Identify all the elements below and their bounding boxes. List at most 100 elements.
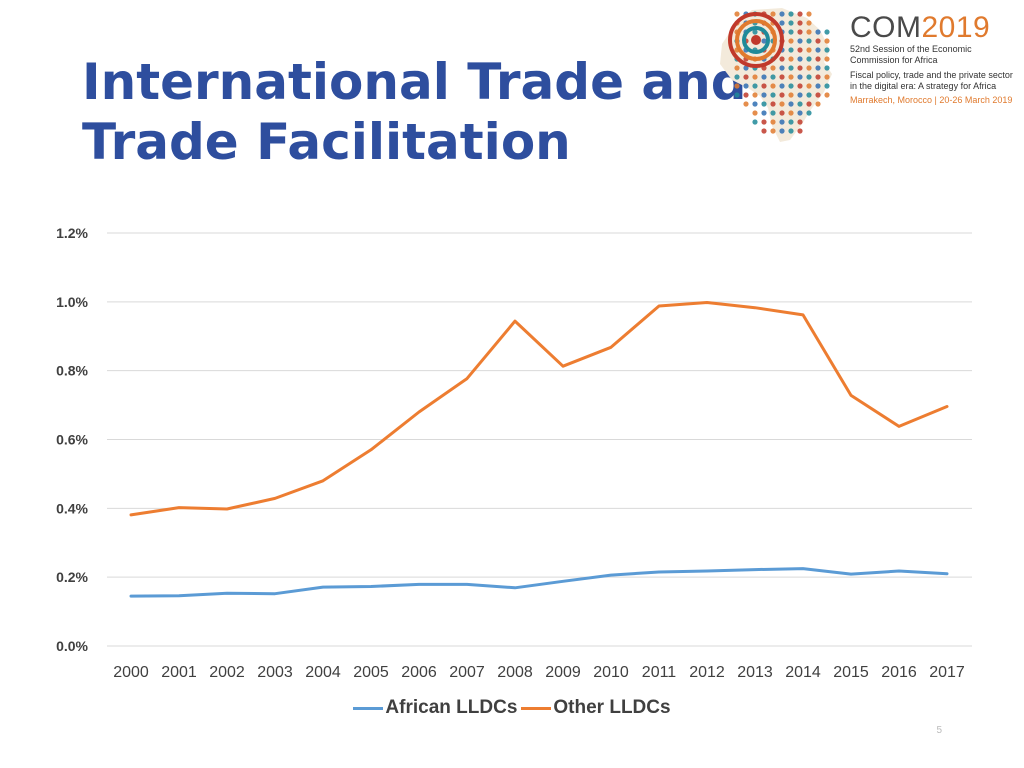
logo-mosaic-dot (761, 101, 767, 107)
logo-mosaic-dot (788, 20, 794, 26)
x-tick-label: 2012 (689, 664, 725, 681)
x-tick-label: 2013 (737, 664, 773, 681)
x-tick-label: 2002 (209, 664, 245, 681)
y-tick-label: 0.6% (56, 432, 88, 448)
legend-swatch-african-lldcs (353, 706, 384, 710)
logo-mosaic-dot (743, 101, 749, 107)
y-tick-label: 0.8% (56, 363, 88, 379)
logo-mosaic-dot (770, 101, 776, 107)
logo-mosaic-dot (779, 128, 785, 134)
logo-mosaic-dot (806, 20, 812, 26)
logo-mosaic-dot (797, 83, 803, 89)
logo-mosaic-dot (770, 110, 776, 116)
logo-mosaic-dot (770, 92, 776, 98)
chart-gridlines (107, 232, 972, 647)
logo-mosaic-dot (752, 119, 758, 125)
logo-theme-line-2: in the digital era: A strategy for Afric… (850, 81, 997, 91)
logo-mosaic-dot (824, 83, 830, 89)
x-tick-label: 2015 (833, 664, 869, 681)
logo-mosaic-dot (815, 38, 821, 44)
logo-mosaic-dot (734, 74, 740, 80)
logo-mosaic-dot (788, 65, 794, 71)
logo-mosaic-dot (761, 128, 767, 134)
legend-swatch-other-lldcs (521, 706, 552, 710)
logo-mosaic-dot (797, 92, 803, 98)
logo-mosaic-dot (797, 11, 803, 17)
logo-mosaic-dot (815, 92, 821, 98)
logo-mosaic-dot (788, 11, 794, 17)
logo-mosaic-dot (788, 101, 794, 107)
logo-mosaic-dot (815, 65, 821, 71)
logo-mosaic-dot (806, 92, 812, 98)
logo-mosaic-dot (779, 119, 785, 125)
logo-theme-line-1: Fiscal policy, trade and the private sec… (850, 70, 1013, 80)
logo-mosaic-dot (752, 110, 758, 116)
logo-mosaic-dot (779, 56, 785, 62)
x-tick-label: 2011 (642, 664, 677, 681)
logo-mosaic-dot (743, 74, 749, 80)
logo-brand-com: COM (850, 11, 922, 44)
x-tick-label: 2009 (545, 664, 581, 681)
logo-mosaic-dot (815, 47, 821, 53)
legend-label-african-lldcs: African LLDCs (385, 697, 518, 718)
logo-mosaic-dot (770, 128, 776, 134)
logo-mosaic-dot (779, 110, 785, 116)
chart-series (129, 301, 949, 598)
logo-mosaic-dot (734, 65, 740, 71)
x-axis-tick-labels: 2000 2001 2002 2003 2004 2005 2006 2007 2008 2009… (113, 664, 965, 681)
logo-commission-line: Commission for Africa (850, 55, 938, 65)
logo-mosaic-dot (761, 74, 767, 80)
x-tick-label: 2008 (497, 664, 533, 681)
logo-mosaic-dot (797, 101, 803, 107)
logo-mosaic-dot (788, 56, 794, 62)
logo-mosaic-dot (779, 101, 785, 107)
logo-mosaic-dot (743, 65, 749, 71)
logo-mosaic-dot (797, 74, 803, 80)
x-tick-label: 2014 (785, 664, 821, 681)
line-chart: 0.0%0.2%0.4%0.6%0.8%1.0%1.2% 2000 2001 200… (56, 225, 972, 681)
logo-mosaic-dot (788, 92, 794, 98)
logo-mosaic-dot (815, 29, 821, 35)
logo-mosaic-dot (779, 83, 785, 89)
logo-mosaic-dot (779, 92, 785, 98)
y-axis-tick-labels: 0.0% 0.2% 0.4% 0.6% 0.8% 1.0% 1.2% (56, 225, 88, 654)
legend-item-african-lldcs: African LLDCs (353, 697, 517, 719)
logo-mosaic-dot (797, 20, 803, 26)
x-tick-label: 2003 (257, 664, 293, 681)
logo-mosaic-dot (779, 74, 785, 80)
logo-mosaic-dot (770, 119, 776, 125)
logo-mosaic-dot (806, 65, 812, 71)
com2019-logo: COM2019 52nd Session of the Economic Com… (712, 4, 1018, 146)
logo-mosaic-dot (815, 56, 821, 62)
logo-mosaic-dot (824, 29, 830, 35)
x-tick-label: 2017 (929, 664, 965, 681)
logo-mosaic-dot (806, 38, 812, 44)
logo-mosaic-dot (815, 74, 821, 80)
logo-mosaic-dot (824, 74, 830, 80)
chart-legend: African LLDCs Other LLDCs (0, 697, 1024, 719)
logo-mosaic-dot (797, 128, 803, 134)
logo-mosaic-dot (761, 119, 767, 125)
legend-item-other-lldcs: Other LLDCs (521, 697, 671, 719)
x-tick-label: 2016 (881, 664, 917, 681)
logo-mosaic-dot (806, 83, 812, 89)
logo-text: COM2019 52nd Session of the Economic Com… (850, 12, 1013, 106)
logo-mosaic-dot (806, 56, 812, 62)
logo-mosaic-dot (770, 65, 776, 71)
series-line-other-lldcs (129, 301, 949, 517)
slide-title: International Trade and Trade Facilitati… (82, 52, 747, 172)
logo-mosaic-dot (806, 101, 812, 107)
slide-title-line-1: International Trade and (82, 53, 747, 111)
x-tick-label: 2010 (593, 664, 629, 681)
logo-mosaic-dot (788, 47, 794, 53)
logo-mosaic-dot (797, 56, 803, 62)
logo-mosaic-dot (788, 29, 794, 35)
logo-mosaic-dot (797, 38, 803, 44)
logo-mosaic-dot (761, 110, 767, 116)
x-tick-label: 2007 (449, 664, 485, 681)
logo-mosaic-dot (797, 110, 803, 116)
x-tick-label: 2000 (113, 664, 149, 681)
logo-brand-year: 2019 (921, 11, 991, 44)
x-tick-label: 2004 (305, 664, 341, 681)
logo-mosaic-dot (797, 119, 803, 125)
